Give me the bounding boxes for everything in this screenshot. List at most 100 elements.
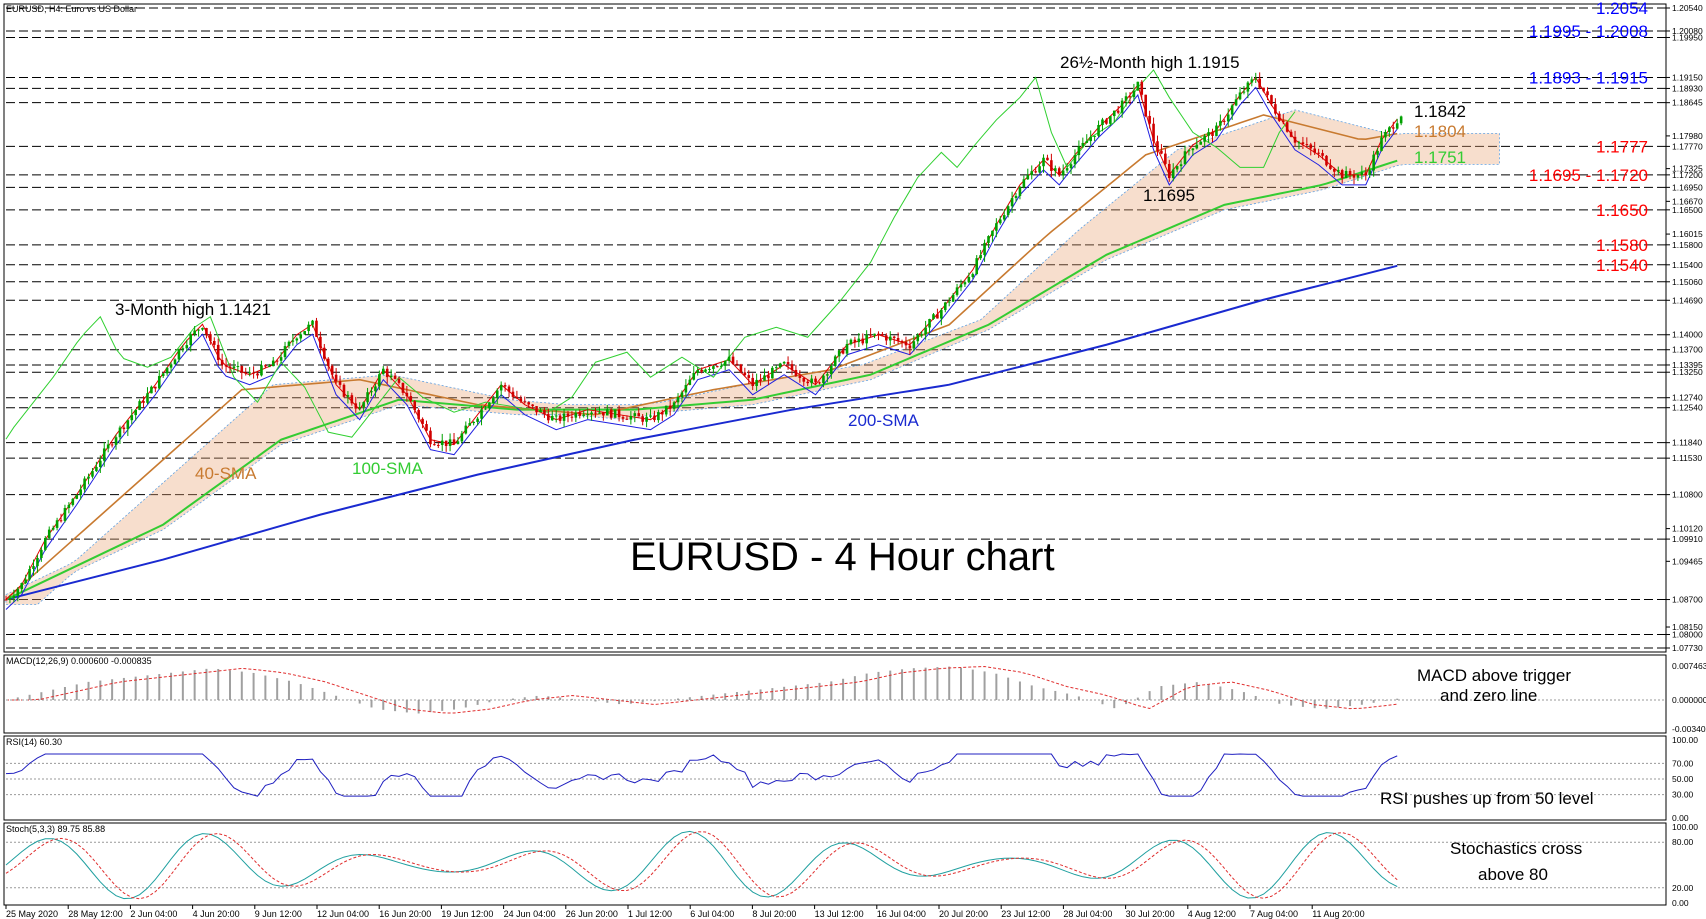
candle-body — [1164, 153, 1167, 164]
candle-body — [385, 368, 389, 378]
candle-body — [472, 421, 475, 424]
macd-title: MACD(12,26,9) 0.000600 -0.000835 — [6, 656, 152, 666]
candle-body — [75, 495, 79, 499]
price-axis-label: 1.19150 — [1672, 72, 1703, 82]
label-100-sma: 100-SMA — [352, 459, 424, 478]
candle-body — [342, 384, 346, 397]
window-title: EURUSD, H4: Euro vs US Dollar — [6, 4, 137, 14]
time-axis-label: 4 Aug 12:00 — [1188, 909, 1236, 919]
candle-body — [1160, 150, 1163, 154]
candle-body — [134, 409, 137, 416]
kijun-line — [5, 86, 1398, 610]
candle-body — [865, 334, 868, 344]
candle-body — [248, 372, 251, 374]
candle-body — [264, 365, 267, 367]
price-axis-label: 1.13250 — [1672, 367, 1703, 377]
level-label: 1.1540 — [1596, 256, 1648, 275]
candle-body — [1360, 172, 1364, 176]
candle-body — [358, 407, 361, 409]
macd-pane-frame — [3, 654, 1667, 734]
candle-body — [1089, 136, 1092, 142]
candle-body — [421, 418, 424, 425]
candle-body — [283, 346, 287, 358]
time-axis-label: 24 Jun 04:00 — [504, 909, 556, 919]
candle-body — [535, 406, 538, 413]
candle-body — [759, 379, 762, 381]
candle-body — [295, 338, 299, 341]
candle-body — [1336, 170, 1340, 172]
candle-body — [1187, 150, 1191, 152]
candle-body — [782, 362, 786, 364]
candle-body — [625, 418, 629, 420]
candle-body — [205, 328, 208, 335]
candle-body — [397, 378, 401, 383]
candle-body — [370, 391, 373, 393]
candle-body — [582, 414, 586, 416]
time-axis-label: 9 Jun 12:00 — [255, 909, 302, 919]
candle-body — [519, 398, 523, 402]
candle-body — [1313, 148, 1316, 153]
sma-40-line — [5, 114, 1398, 601]
candle-body — [130, 415, 134, 421]
candle-body — [680, 392, 684, 398]
time-axis-label: 12 Jun 04:00 — [317, 909, 369, 919]
candle-body — [916, 334, 920, 342]
rsi-line — [5, 753, 1398, 797]
candle-body — [1203, 135, 1206, 142]
candle-body — [220, 360, 224, 365]
candle-body — [444, 440, 448, 446]
candle-body — [1065, 168, 1069, 171]
candle-body — [28, 569, 31, 580]
candle-body — [256, 373, 259, 376]
price-axis-label: 1.13395 — [1672, 360, 1703, 370]
candle-body — [1112, 110, 1116, 117]
stoch-signal-line — [5, 831, 1398, 900]
candle-body — [967, 276, 971, 283]
rsi-pane-frame — [3, 735, 1667, 821]
candle-body — [991, 230, 994, 237]
candle-body — [1356, 175, 1360, 178]
candle-body — [499, 385, 503, 391]
time-axis-label: 26 Jun 20:00 — [566, 909, 618, 919]
time-axis-label: 28 Jul 04:00 — [1063, 909, 1112, 919]
candle-body — [1246, 82, 1250, 92]
candle-body — [1042, 157, 1045, 167]
time-axis-label: 8 Jul 20:00 — [752, 909, 796, 919]
candle-body — [1250, 79, 1254, 83]
label-200-sma: 200-SMA — [848, 411, 920, 430]
price-axis-label: 1.18930 — [1672, 83, 1703, 93]
candle-body — [511, 391, 515, 397]
candle-body — [1077, 146, 1081, 156]
candle-body — [684, 384, 688, 393]
candle-body — [735, 363, 739, 365]
candle-body — [877, 333, 880, 335]
candle-body — [1254, 78, 1258, 80]
candle-body — [224, 364, 228, 367]
candle-body — [381, 368, 385, 375]
candle-body — [492, 398, 495, 403]
macd-note-line2: and zero line — [1440, 686, 1537, 705]
candle-body — [712, 366, 715, 369]
candle-body — [527, 402, 530, 405]
time-axis-label: 2 Jun 04:00 — [130, 909, 177, 919]
candle-body — [594, 412, 597, 414]
candle-body — [924, 327, 927, 335]
annotation-3-month-high: 3-Month high 1.1421 — [115, 300, 271, 319]
candle-body — [1093, 135, 1096, 137]
price-axis-label: 1.20080 — [1672, 26, 1703, 36]
candle-body — [480, 409, 483, 419]
candle-body — [790, 364, 794, 370]
candle-body — [771, 367, 774, 379]
candle-body — [91, 471, 94, 477]
level-label: 1.1777 — [1596, 137, 1648, 156]
candle-body — [881, 334, 884, 336]
candle-body — [708, 368, 711, 370]
stoch-main-line — [5, 830, 1398, 900]
rsi-title: RSI(14) 60.30 — [6, 737, 62, 747]
candle-body — [947, 301, 951, 303]
candle-body — [955, 287, 959, 295]
candle-body — [1073, 155, 1077, 165]
candle-body — [20, 583, 24, 590]
candle-body — [1175, 166, 1179, 170]
